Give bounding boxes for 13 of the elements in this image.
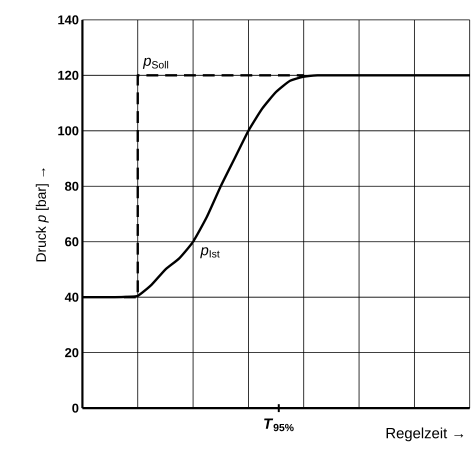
series-label: p$_{Soll}$ xyxy=(142,58,168,69)
y-tick-label: 20 xyxy=(65,348,78,358)
series-label: p$_{Ist}$ xyxy=(200,247,220,258)
y-tick-label: 80 xyxy=(65,182,78,191)
y-tick-label: 40 xyxy=(64,292,78,302)
y-tick-label: 120 xyxy=(58,70,78,80)
y-tick-label: 100 xyxy=(58,126,78,136)
y-tick-label: 60 xyxy=(65,237,78,246)
y-axis-title: Druck p [bar] → xyxy=(36,168,49,262)
y-tick-label: 0 xyxy=(72,404,78,413)
x-axis-title: Regelzeit → xyxy=(386,428,464,442)
text: T$_{95%}$ xyxy=(264,418,294,432)
y-tick-label: 140 xyxy=(58,15,78,24)
